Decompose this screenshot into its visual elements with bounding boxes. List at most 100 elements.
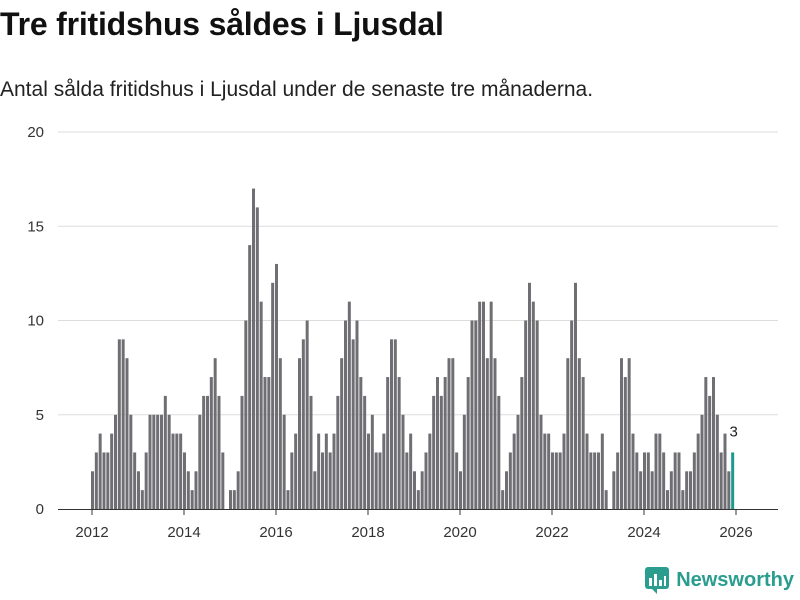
bar	[236, 471, 240, 509]
bar	[459, 471, 462, 509]
bar	[478, 301, 482, 509]
bar	[708, 395, 712, 509]
bar	[282, 414, 286, 509]
bar	[409, 433, 413, 509]
bar	[393, 339, 397, 509]
bar	[179, 433, 183, 509]
bar	[202, 395, 206, 509]
bar	[140, 490, 144, 509]
bar	[539, 414, 543, 509]
bar	[666, 490, 669, 509]
bar	[566, 358, 570, 509]
bar	[696, 433, 700, 509]
bar	[551, 452, 554, 509]
bar	[106, 452, 110, 509]
bar	[305, 320, 309, 509]
bar	[229, 490, 232, 509]
bar	[505, 471, 508, 509]
bar	[209, 377, 213, 509]
bar	[156, 414, 160, 509]
brand-name: Newsworthy	[676, 568, 794, 591]
highlight-bar	[731, 452, 735, 509]
bar	[355, 320, 359, 509]
bar	[470, 320, 474, 509]
bar	[723, 433, 727, 509]
newsworthy-logo: Newsworthy	[644, 566, 794, 594]
bar	[420, 471, 424, 509]
bar	[719, 452, 723, 509]
bar	[347, 301, 351, 509]
bar	[612, 471, 616, 509]
bar	[524, 320, 528, 509]
bar	[133, 452, 137, 509]
bar	[581, 377, 585, 509]
bar	[497, 395, 501, 509]
bar	[351, 339, 355, 509]
bar	[332, 433, 336, 509]
bar	[689, 471, 692, 509]
bar	[543, 433, 547, 509]
bar	[301, 339, 305, 509]
bar	[577, 358, 581, 509]
y-tick-label: 0	[36, 501, 44, 518]
bar	[474, 320, 478, 509]
bar	[137, 471, 140, 509]
bar	[213, 358, 217, 509]
bar	[531, 301, 535, 509]
bar	[597, 452, 600, 509]
bar	[501, 490, 505, 509]
bar	[401, 414, 405, 509]
bar	[317, 433, 321, 509]
bar	[121, 339, 125, 509]
bar	[98, 433, 102, 509]
bar	[520, 377, 524, 509]
bar	[416, 490, 420, 509]
bar-chart-logo-icon	[645, 567, 670, 594]
chart-subtitle: Antal sålda fritidshus i Ljusdal under d…	[0, 78, 594, 101]
bar	[489, 301, 493, 509]
bar	[627, 358, 631, 509]
bar	[117, 339, 121, 509]
y-tick-label: 5	[36, 407, 44, 424]
bar	[290, 452, 294, 509]
last-value-annotation: 3	[729, 423, 737, 440]
x-tick-label: 2024	[627, 524, 660, 541]
y-tick-label: 20	[27, 124, 44, 141]
bar	[447, 358, 451, 509]
bar	[616, 452, 620, 509]
bar	[198, 414, 202, 509]
bar	[646, 452, 650, 509]
bar	[677, 452, 681, 509]
bar	[405, 452, 409, 509]
bar	[232, 490, 236, 509]
bar	[125, 358, 129, 509]
x-tick-label: 2026	[719, 524, 752, 541]
bar	[91, 471, 94, 509]
bar	[631, 433, 635, 509]
bar	[328, 452, 332, 509]
bar	[508, 452, 512, 509]
bar	[466, 377, 470, 509]
bar	[175, 433, 179, 509]
bar	[643, 452, 646, 509]
bar	[547, 433, 551, 509]
bar	[662, 452, 666, 509]
bar	[294, 433, 298, 509]
bar	[554, 452, 558, 509]
bar	[570, 320, 574, 509]
bar	[259, 301, 263, 509]
bar	[102, 452, 106, 509]
bar	[692, 452, 696, 509]
bar	[604, 490, 608, 509]
bar	[144, 452, 148, 509]
y-tick-label: 10	[27, 313, 44, 330]
x-tick-label: 2016	[259, 524, 292, 541]
bar	[700, 414, 704, 509]
bar	[206, 395, 209, 509]
x-tick-label: 2014	[167, 524, 200, 541]
bar	[535, 320, 539, 509]
bar	[336, 395, 340, 509]
bar	[455, 452, 459, 509]
bar	[439, 395, 443, 509]
